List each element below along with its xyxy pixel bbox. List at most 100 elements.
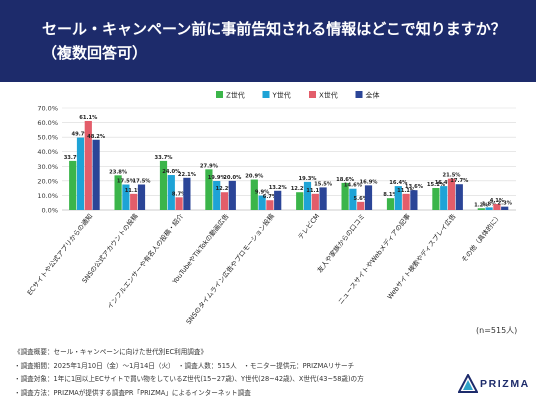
bar-value-label: 27.9% <box>200 163 219 169</box>
bar <box>303 181 312 210</box>
bar <box>410 190 418 210</box>
bar-value-label: 11.1% <box>125 188 144 194</box>
bar-value-label: 1.2% <box>474 202 489 208</box>
bar-value-label: 20.0% <box>223 175 242 181</box>
bar-value-label: 33.7% <box>155 155 174 161</box>
bar <box>167 175 175 210</box>
page-title: セール・キャンペーン前に事前告知される情報はどこで知りますか？ <box>42 20 506 38</box>
bar <box>69 160 77 210</box>
bar-value-label: 16.9% <box>360 179 379 185</box>
bar <box>213 181 221 210</box>
bar <box>432 187 440 210</box>
bar <box>493 204 501 210</box>
y-tick-label: 40.0% <box>37 148 58 156</box>
bar <box>220 192 229 210</box>
bar-value-label: 13.2% <box>269 185 288 191</box>
bar <box>447 178 456 210</box>
bar-value-label: 15.5% <box>314 181 333 187</box>
bar <box>122 184 130 210</box>
legend-item: X世代 <box>309 91 338 100</box>
bar <box>455 184 463 210</box>
bar-value-label: 24.0% <box>162 169 181 175</box>
bar <box>357 201 365 210</box>
bar-value-label: 19.9% <box>208 175 227 181</box>
y-tick-label: 0.0% <box>41 207 58 215</box>
bar-value-label: 14.6% <box>344 183 363 189</box>
y-tick-label: 20.0% <box>37 177 58 185</box>
bar <box>364 185 373 210</box>
survey-footer: 《調査概要：セール・キャンペーンに向けた世代別EC利用調査》 ・調査期間：202… <box>14 346 434 400</box>
bar <box>485 207 493 210</box>
legend-swatch <box>216 91 223 98</box>
bar-value-label: 12.2% <box>291 186 310 192</box>
legend-label: X世代 <box>319 91 338 100</box>
bar <box>440 186 448 210</box>
x-tick-label: 友人や家族からの口コミ <box>315 212 367 275</box>
bar <box>501 206 509 210</box>
bar-value-label: 18.6% <box>336 177 355 183</box>
bar <box>76 137 85 210</box>
bar <box>228 180 236 210</box>
legend-swatch <box>309 91 316 98</box>
bar-value-label: 8.1% <box>383 192 398 198</box>
bar-value-label: 48.2% <box>87 134 106 140</box>
bar <box>341 182 349 210</box>
logo-text: PRIZMA <box>480 378 530 390</box>
x-tick-label: ECサイトや公式アプリからの通知 <box>25 212 94 297</box>
bar-value-label: 9.9% <box>255 190 270 196</box>
page-subtitle: （複数回答可） <box>42 44 148 62</box>
legend-label: Y世代 <box>272 91 291 100</box>
bar-value-label: 8.7% <box>172 191 187 197</box>
bar <box>386 198 395 210</box>
bar <box>92 139 100 210</box>
header-banner: セール・キャンペーン前に事前告知される情報はどこで知りますか？ （複数回答可） <box>0 0 536 82</box>
bar <box>394 186 402 210</box>
bar <box>84 120 92 210</box>
bar <box>296 192 304 210</box>
legend-item: Y世代 <box>262 91 291 100</box>
bar-value-label: 13.6% <box>405 184 424 190</box>
x-tick-label: テレビCM <box>296 211 322 240</box>
bar <box>250 179 258 210</box>
bar <box>402 193 410 210</box>
x-tick-label: ニュースサイトやWebメディアの記事 <box>336 211 413 306</box>
footer-line: ・調査方法：PRIZMAが提供する調査PR「PRIZMA」によるインターネット調… <box>14 388 251 397</box>
bar-value-label: 6.7% <box>263 194 278 200</box>
x-tick-label: SNSのタイムライン広告やプロモーション投稿 <box>184 211 276 326</box>
bar-value-label: 33.7% <box>64 155 83 161</box>
footer-line: 《調査概要：セール・キャンペーンに向けた世代別EC利用調査》 <box>14 348 208 356</box>
footer-line: ・調査期間：2025年1月10日（金）～1月14日（火） ・調査人数：515人 … <box>14 361 355 370</box>
bar <box>319 187 327 210</box>
bar-value-label: 16.4% <box>389 180 408 186</box>
footer-line: ・調査対象：1年に1回以上ECサイトで買い物をしているZ世代(15~27歳)、Y… <box>14 375 364 383</box>
bar-value-label: 2.3% <box>498 201 513 207</box>
bar-value-label: 61.1% <box>79 115 98 121</box>
bar-value-label: 1.8% <box>482 201 497 207</box>
bar-value-label: 21.5% <box>443 173 462 179</box>
bar-value-label: 15.1% <box>427 182 446 188</box>
prizma-triangle-icon <box>457 372 479 393</box>
bar-value-label: 17.7% <box>450 178 469 184</box>
legend-swatch <box>262 91 270 98</box>
legend-item: 全体 <box>355 91 380 100</box>
bar-value-label: 4.1% <box>490 198 505 204</box>
bar <box>274 190 282 210</box>
bar <box>114 175 122 210</box>
y-tick-label: 70.0% <box>37 105 58 113</box>
bar-value-label: 5.6% <box>354 196 369 202</box>
bar <box>159 160 168 210</box>
bar-value-label: 49.7% <box>72 132 91 138</box>
bar-value-label: 22.1% <box>178 172 197 178</box>
y-tick-label: 30.0% <box>37 163 58 171</box>
bar <box>183 177 191 210</box>
legend-label: Z世代 <box>226 91 245 100</box>
bar-value-label: 20.9% <box>245 174 264 180</box>
legend-swatch <box>355 91 363 98</box>
bar-value-label: 16.4% <box>435 180 454 186</box>
bar <box>477 208 485 210</box>
bar-value-label: 17.5% <box>133 179 152 185</box>
y-tick-label: 60.0% <box>37 119 58 127</box>
bar-value-label: 11.1% <box>306 188 325 194</box>
prizma-logo: PRIZMA <box>457 372 532 394</box>
bar <box>137 184 146 210</box>
